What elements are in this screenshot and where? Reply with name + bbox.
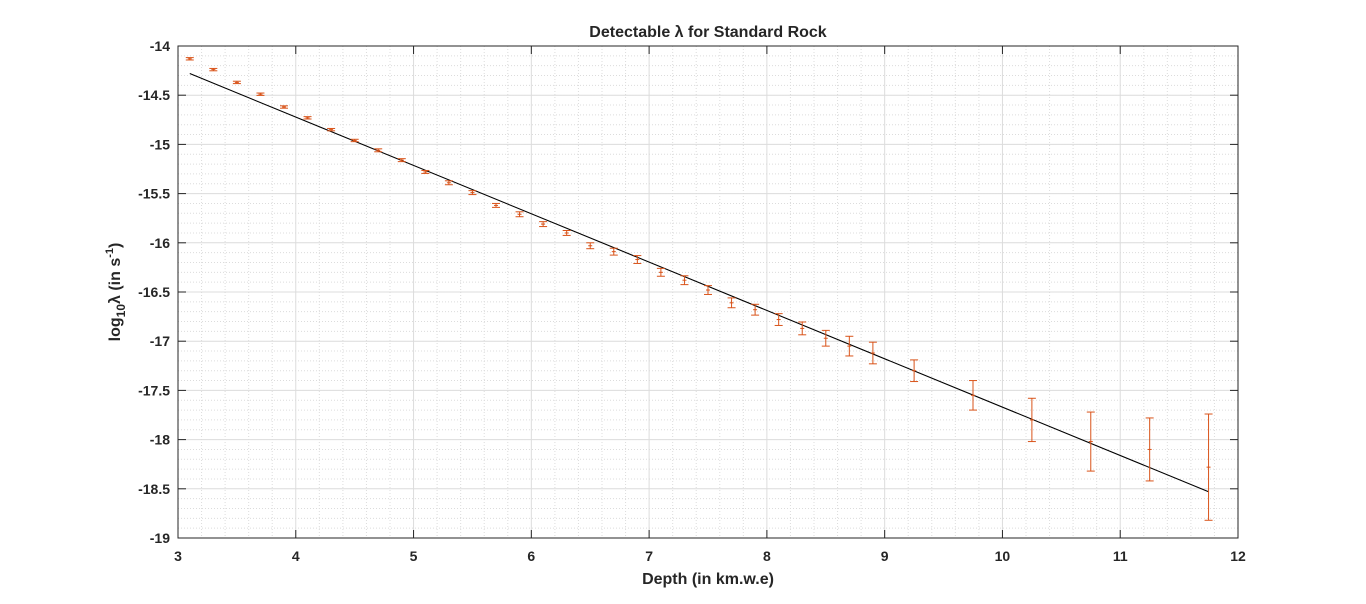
y-tick-label: -17.5 xyxy=(138,382,170,398)
x-tick-label: 12 xyxy=(1230,548,1246,564)
data-point xyxy=(397,158,406,163)
data-point xyxy=(562,230,571,236)
data-point xyxy=(798,321,807,336)
data-point xyxy=(586,242,595,250)
data-point xyxy=(515,211,524,218)
data-point xyxy=(845,335,854,357)
data-point xyxy=(232,80,241,85)
y-tick-label: -15 xyxy=(150,136,170,152)
x-axis-label: Depth (in km.w.e) xyxy=(642,571,774,588)
data-point xyxy=(444,180,453,186)
y-axis-label-prefix: log xyxy=(107,317,124,341)
fit-line xyxy=(189,73,1209,493)
data-point xyxy=(821,329,830,347)
data-point xyxy=(256,92,265,96)
y-axis-label-superscript: -1 xyxy=(104,248,116,258)
y-tick-label: -15.5 xyxy=(138,186,170,202)
data-point xyxy=(374,148,383,153)
y-axis-label: log10λ (in s-1) xyxy=(104,243,128,342)
data-point xyxy=(910,359,919,383)
data-point xyxy=(680,275,689,286)
data-point xyxy=(468,190,477,196)
y-axis-label-subscript: 10 xyxy=(114,304,128,318)
x-tick-label: 7 xyxy=(645,548,653,564)
data-point xyxy=(751,303,760,316)
data-point xyxy=(421,169,430,174)
data-point xyxy=(492,202,500,208)
x-tick-label: 6 xyxy=(527,548,535,564)
y-tick-label: -14.5 xyxy=(138,87,170,103)
data-point xyxy=(633,255,642,264)
x-tick-label: 8 xyxy=(763,548,771,564)
data-point xyxy=(609,247,618,256)
data-point xyxy=(868,341,877,365)
x-tick-labels: 3 4 5 6 7 8 9 10 11 12 xyxy=(174,548,1246,564)
axis-ticks xyxy=(177,45,1239,539)
data-point xyxy=(1145,417,1154,482)
data-point xyxy=(209,67,218,72)
data-point xyxy=(539,221,548,228)
x-tick-label: 9 xyxy=(881,548,889,564)
data-point xyxy=(656,267,665,277)
data-point xyxy=(969,380,977,411)
data-point xyxy=(303,116,312,120)
fit-line-layer xyxy=(189,73,1209,493)
x-tick-label: 10 xyxy=(995,548,1011,564)
data-point xyxy=(327,127,336,132)
data-point xyxy=(350,138,359,143)
y-tick-label: -19 xyxy=(150,530,170,546)
data-point xyxy=(1027,397,1036,443)
data-point xyxy=(185,57,194,61)
x-tick-label: 3 xyxy=(174,548,182,564)
y-tick-label: -16 xyxy=(150,235,170,251)
data-point xyxy=(727,297,736,309)
x-tick-label: 5 xyxy=(410,548,418,564)
chart-title: Detectable λ for Standard Rock xyxy=(589,24,827,41)
y-tick-label: -16.5 xyxy=(138,284,170,300)
y-tick-label: -18 xyxy=(150,432,170,448)
y-tick-label: -17 xyxy=(150,333,170,349)
y-tick-label: -14 xyxy=(150,38,170,54)
y-axis-label-suffix: ) xyxy=(107,243,124,248)
data-point xyxy=(1204,413,1213,521)
data-point xyxy=(280,105,288,109)
y-tick-labels: -14 -14.5 -15 -15.5 -16 -16.5 -17 -17.5 -18 -18.5… xyxy=(138,38,170,546)
y-tick-label: -18.5 xyxy=(138,481,170,497)
y-axis-label-middle: λ (in s xyxy=(107,258,124,304)
data-point xyxy=(774,313,783,326)
x-tick-label: 4 xyxy=(292,548,300,564)
data-point xyxy=(704,285,712,295)
errorbar-layer xyxy=(185,57,1213,521)
x-tick-label: 11 xyxy=(1113,548,1128,564)
data-point xyxy=(1086,411,1095,472)
